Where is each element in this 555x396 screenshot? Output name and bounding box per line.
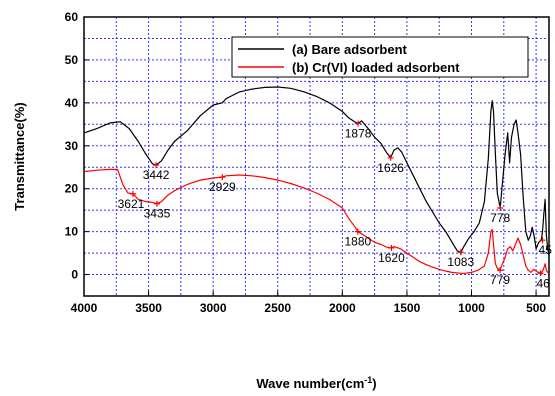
peak-label: 46	[536, 276, 550, 290]
peak-label: 1083	[447, 255, 474, 269]
legend-label-loaded: (b) Cr(VI) loaded adsorbent	[292, 60, 460, 75]
legend: (a) Bare adsorbent (b) Cr(VI) loaded ads…	[231, 36, 529, 78]
peak-marker	[497, 205, 504, 212]
peak-marker	[539, 237, 546, 244]
peak-label: 3435	[144, 207, 171, 221]
x-tick-label: 4000	[71, 301, 98, 315]
axis-ticks: 4000 3500 3000 2500 2000 1500 1000 500 0 10 20 30 40…	[65, 10, 547, 315]
peak-marker	[354, 228, 361, 235]
x-axis-title: Wave number(cm-1)	[256, 375, 376, 391]
peak-label: 3621	[118, 197, 145, 211]
x-tick-label: 2500	[264, 301, 291, 315]
peak-marker	[537, 270, 544, 277]
x-axis-title-superscript: -1	[364, 375, 372, 385]
peak-marker	[129, 190, 136, 197]
x-axis-title-main: Wave number(cm	[256, 376, 364, 391]
peak-marker	[497, 267, 504, 274]
legend-label-bare: (a) Bare adsorbent	[292, 42, 408, 57]
x-tick-label: 3500	[135, 301, 162, 315]
peak-marker	[387, 154, 394, 161]
x-tick-label: 1500	[394, 301, 421, 315]
peak-label: 778	[490, 211, 510, 225]
x-tick-label: 1000	[458, 301, 485, 315]
peak-label: 1880	[344, 235, 371, 249]
series-lines	[83, 86, 550, 275]
peak-marker	[153, 162, 160, 169]
y-tick-label: 0	[71, 268, 78, 282]
peak-label: 3442	[143, 168, 170, 182]
peak-marker	[219, 174, 226, 181]
x-tick-label: 500	[526, 301, 546, 315]
peak-label: 1878	[345, 126, 372, 140]
y-tick-label: 60	[65, 10, 79, 24]
legend-box	[231, 36, 529, 78]
plot-frame	[83, 16, 550, 297]
series-line-bare	[83, 86, 550, 256]
x-tick-label: 3000	[200, 301, 227, 315]
peak-marker	[457, 249, 464, 256]
y-tick-label: 40	[65, 96, 79, 110]
peak-marker	[153, 200, 160, 207]
peak-label: 1620	[378, 251, 405, 265]
y-axis-title: Transmittance(%)	[12, 102, 27, 210]
y-tick-label: 10	[65, 225, 79, 239]
peak-label: 779	[490, 273, 510, 287]
x-tick-label: 2000	[329, 301, 356, 315]
peak-marker	[355, 120, 362, 127]
peak-label: 1626	[377, 161, 404, 175]
peak-label: 45	[539, 243, 553, 257]
y-tick-label: 50	[65, 53, 79, 67]
series-line-loaded	[83, 168, 550, 275]
x-axis-title-tail: )	[372, 376, 376, 391]
peak-label: 2929	[209, 180, 236, 194]
y-tick-label: 30	[65, 139, 79, 153]
peak-marker	[388, 244, 395, 251]
y-tick-label: 20	[65, 182, 79, 196]
